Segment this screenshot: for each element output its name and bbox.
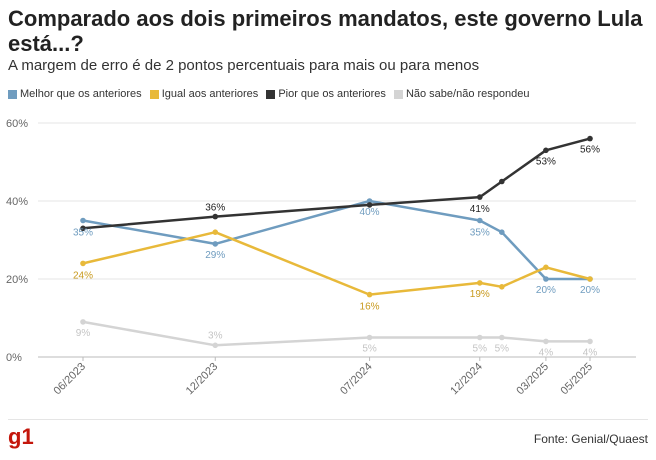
data-point (212, 342, 219, 349)
legend-swatch (393, 89, 403, 99)
data-point (499, 178, 505, 185)
chart-subtitle: A margem de erro é de 2 pontos percentua… (8, 57, 480, 74)
data-label: 19% (470, 289, 490, 300)
data-point (543, 264, 549, 271)
data-point (476, 194, 483, 200)
data-label: 4% (583, 347, 598, 358)
source-note: Fonte: Genial/Quaest (533, 432, 648, 446)
footer-divider (8, 419, 648, 420)
data-label: 5% (495, 344, 510, 355)
y-tick-label: 60% (6, 118, 28, 130)
x-tick-label: 07/2024 (338, 361, 375, 398)
data-point (366, 198, 373, 204)
x-tick-label: 03/2025 (514, 361, 551, 398)
data-point (543, 338, 549, 345)
data-point (587, 276, 593, 282)
series-line-1 (82, 199, 590, 281)
y-tick-label: 20% (6, 274, 28, 286)
x-tick-label: 12/2024 (448, 361, 485, 398)
data-point (366, 291, 373, 298)
line-chart: 0% 20% 40% 60% 06/2023 12/2023 07/2024 12/2024 0… (6, 118, 636, 398)
data-point (476, 280, 483, 286)
legend-swatch (149, 89, 159, 99)
legend-label: Igual aos anteriores (161, 88, 259, 100)
legend-label: Não sabe/não respondeu (405, 88, 530, 100)
x-tick-label: 12/2023 (184, 361, 221, 398)
data-point (80, 260, 86, 267)
data-label: 5% (473, 344, 488, 355)
data-label: 29% (205, 250, 225, 261)
data-label: 9% (76, 328, 91, 339)
legend-item: Pior que os anteriores (266, 88, 386, 100)
y-tick-label: 0% (6, 352, 22, 364)
data-label: 5% (362, 344, 377, 355)
data-point (80, 217, 86, 224)
data-point (587, 135, 593, 142)
data-label: 20% (536, 285, 556, 296)
data-point (499, 229, 505, 235)
data-label: 56% (580, 145, 600, 156)
data-label: 4% (539, 347, 554, 358)
data-point (80, 225, 86, 232)
legend-swatch (8, 89, 17, 99)
data-label: 41% (470, 204, 490, 215)
data-point (366, 334, 373, 341)
chart-title: Comparado aos dois primeiros mandatos, e… (8, 6, 643, 56)
series-line-3 (82, 137, 591, 230)
legend-item: Não sabe/não respondeu (393, 88, 530, 100)
data-point (543, 147, 549, 154)
data-label: 24% (73, 270, 93, 281)
data-label: 36% (205, 203, 225, 214)
y-tick-label: 40% (6, 196, 28, 208)
x-tick-label: 06/2023 (52, 361, 89, 398)
data-point (212, 229, 219, 235)
legend-label: Pior que os anteriores (278, 88, 386, 100)
legend-swatch (266, 89, 276, 99)
series-line-2 (82, 230, 591, 296)
legend-item: Melhor que os anteriores (8, 88, 142, 100)
data-point (80, 319, 86, 325)
data-label: 16% (360, 302, 380, 313)
data-point (476, 217, 483, 224)
data-label: 40% (360, 207, 380, 218)
legend-item: Igual aos anteriores (149, 88, 259, 100)
data-point (499, 284, 505, 290)
data-label: 35% (73, 228, 93, 239)
x-tick-label: 05/2025 (559, 361, 596, 398)
data-point (587, 338, 593, 345)
data-point (543, 276, 549, 282)
legend-label: Melhor que os anteriores (20, 88, 142, 100)
data-label: 35% (470, 228, 490, 239)
data-point (499, 334, 505, 341)
g1-logo: g1 (8, 424, 34, 449)
data-label: 53% (536, 156, 556, 167)
data-point (212, 213, 219, 220)
legend: Melhor que os anteriores Igual aos anteri… (8, 88, 529, 100)
data-point (476, 334, 483, 341)
series-line-4 (82, 320, 590, 347)
data-label: 20% (580, 285, 600, 296)
data-label: 3% (208, 330, 223, 341)
data-point (212, 241, 219, 247)
data-point (366, 202, 373, 208)
